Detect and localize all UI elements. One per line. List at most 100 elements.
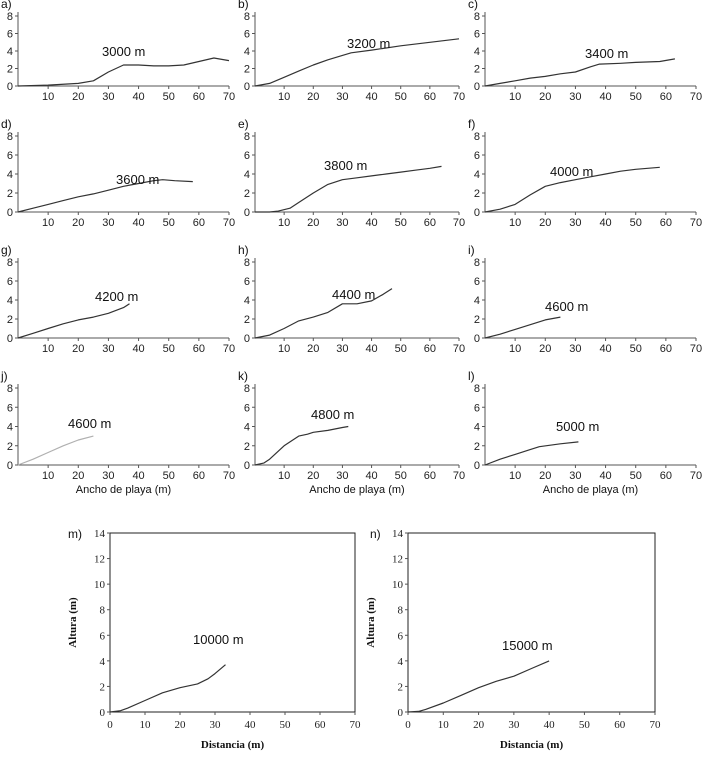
x-tick-label: 60 xyxy=(660,91,672,103)
curve-label: 4600 m xyxy=(545,299,588,314)
curve-label: 15000 m xyxy=(502,638,553,653)
chart-panel-e: 0 2 4 6 8 10 20 30 40 50 60 70 e) 3800 m xyxy=(238,117,465,229)
x-tick-label: 70 xyxy=(690,217,702,229)
x-tick-label: 30 xyxy=(569,343,581,355)
x-tick-label: 20 xyxy=(539,470,551,482)
x-axis-label: Ancho de playa (m) xyxy=(543,484,638,496)
x-tick-label: 50 xyxy=(630,91,642,103)
y-tick-label: 2 xyxy=(244,314,250,326)
y-tick-label: 4 xyxy=(244,46,250,58)
x-tick-label: 40 xyxy=(132,470,144,482)
series-line xyxy=(17,435,94,466)
x-tick-label: 10 xyxy=(42,91,54,103)
y-tick-label: 2 xyxy=(100,681,106,693)
x-tick-label: 20 xyxy=(72,91,84,103)
y-tick-label: 8 xyxy=(244,257,250,269)
x-tick-label: 20 xyxy=(539,343,551,355)
y-tick-label: 0 xyxy=(474,207,480,219)
y-tick-label: 0 xyxy=(474,333,480,345)
x-tick-label: 20 xyxy=(307,470,319,482)
x-tick-label: 10 xyxy=(438,719,450,731)
x-tick-label: 50 xyxy=(395,217,407,229)
panel-label: l) xyxy=(468,369,475,383)
x-tick-label: 30 xyxy=(336,343,348,355)
curve-label: 3800 m xyxy=(324,158,367,173)
x-axis-label: Ancho de playa (m) xyxy=(76,484,171,496)
x-tick-label: 60 xyxy=(424,343,436,355)
x-tick-label: 60 xyxy=(424,217,436,229)
x-tick-label: 30 xyxy=(210,719,222,731)
x-tick-label: 50 xyxy=(579,719,591,731)
y-tick-label: 6 xyxy=(7,29,13,41)
y-tick-label: 10 xyxy=(392,579,404,591)
x-tick-label: 70 xyxy=(690,470,702,482)
chart-panel-g: 0 2 4 6 8 10 20 30 40 50 60 70 g) 4200 m xyxy=(1,243,235,355)
y-tick-label: 6 xyxy=(7,150,13,162)
y-tick-label: 6 xyxy=(398,630,404,642)
y-tick-label: 0 xyxy=(100,707,106,719)
y-tick-label: 6 xyxy=(7,402,13,414)
y-tick-label: 4 xyxy=(7,295,13,307)
curve-label: 3400 m xyxy=(585,46,628,61)
x-tick-label: 0 xyxy=(107,719,113,731)
x-tick-label: 50 xyxy=(280,719,292,731)
x-tick-label: 10 xyxy=(509,470,521,482)
series-line xyxy=(255,165,442,213)
y-tick-label: 8 xyxy=(244,131,250,143)
series-line xyxy=(109,664,226,713)
y-tick-label: 2 xyxy=(474,441,480,453)
x-tick-label: 70 xyxy=(650,719,662,731)
y-tick-label: 6 xyxy=(244,29,250,41)
y-tick-label: 2 xyxy=(7,314,13,326)
x-tick-label: 60 xyxy=(660,470,672,482)
y-tick-label: 8 xyxy=(7,257,13,269)
y-tick-label: 14 xyxy=(94,528,106,540)
x-tick-label: 30 xyxy=(336,217,348,229)
x-tick-label: 40 xyxy=(599,91,611,103)
y-tick-label: 6 xyxy=(7,276,13,288)
y-tick-label: 0 xyxy=(244,207,250,219)
y-tick-label: 4 xyxy=(244,295,250,307)
x-tick-label: 60 xyxy=(660,343,672,355)
x-tick-label: 10 xyxy=(42,470,54,482)
x-tick-label: 20 xyxy=(72,343,84,355)
y-tick-label: 2 xyxy=(7,188,13,200)
x-tick-label: 60 xyxy=(315,719,327,731)
x-tick-label: 70 xyxy=(453,343,465,355)
y-tick-label: 14 xyxy=(392,528,404,540)
chart-panel-i: 0 2 4 6 8 10 20 30 40 50 60 70 i) 4600 m xyxy=(468,243,702,355)
y-tick-label: 0 xyxy=(7,81,13,93)
x-tick-label: 10 xyxy=(140,719,152,731)
panel-label: b) xyxy=(238,0,249,11)
series-line xyxy=(484,441,579,466)
y-tick-label: 4 xyxy=(474,295,480,307)
y-tick-label: 6 xyxy=(244,150,250,162)
x-tick-label: 60 xyxy=(424,91,436,103)
y-tick-label: 4 xyxy=(7,46,13,58)
x-tick-label: 50 xyxy=(163,470,175,482)
x-tick-label: 20 xyxy=(72,470,84,482)
panel-label: j) xyxy=(0,369,8,383)
x-tick-label: 70 xyxy=(223,343,235,355)
y-tick-label: 4 xyxy=(100,656,106,668)
curve-label: 5000 m xyxy=(556,419,599,434)
x-tick-label: 60 xyxy=(660,217,672,229)
panel-label: h) xyxy=(238,243,249,257)
x-tick-label: 70 xyxy=(453,217,465,229)
y-tick-label: 2 xyxy=(244,441,250,453)
curve-label: 3600 m xyxy=(116,172,159,187)
x-tick-label: 30 xyxy=(508,719,520,731)
y-tick-label: 2 xyxy=(7,64,13,76)
y-tick-label: 2 xyxy=(474,64,480,76)
y-tick-label: 4 xyxy=(7,422,13,434)
chart-panel-m: 0 2 4 6 8 10 12 14 0 10 20 30 40 50 60 70 m) 10000 m Dista… xyxy=(67,527,361,751)
x-tick-label: 50 xyxy=(163,343,175,355)
y-tick-label: 6 xyxy=(244,276,250,288)
x-tick-label: 30 xyxy=(102,470,114,482)
x-tick-label: 50 xyxy=(395,343,407,355)
series-line xyxy=(484,58,676,87)
x-tick-label: 20 xyxy=(539,217,551,229)
x-tick-label: 40 xyxy=(365,91,377,103)
curve-label: 4400 m xyxy=(332,287,375,302)
